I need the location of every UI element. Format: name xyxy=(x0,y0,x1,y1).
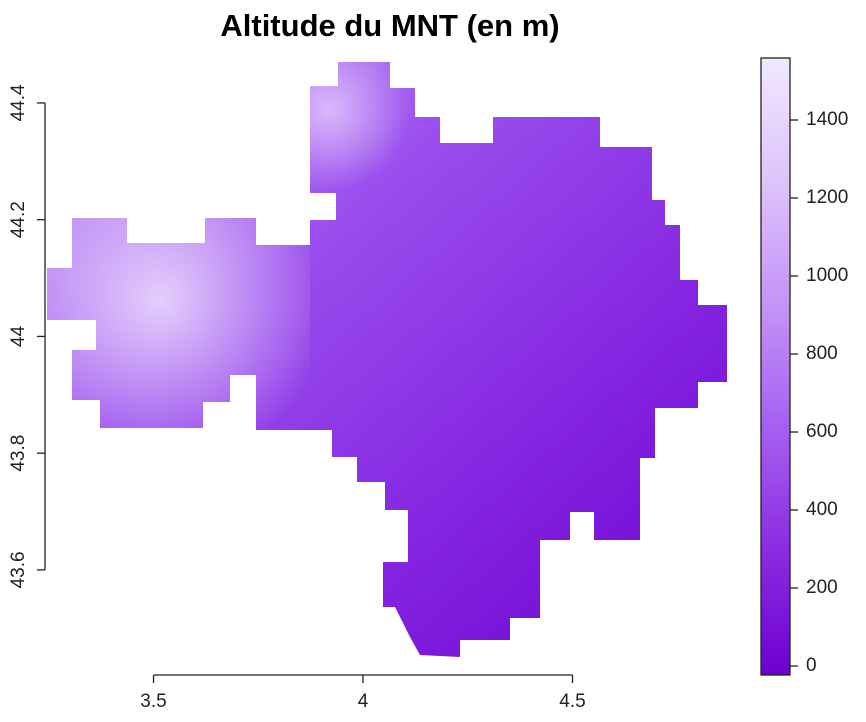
elevation-raster xyxy=(47,62,727,657)
y-tick-label: 44 xyxy=(8,325,29,347)
colorbar-tick-label: 800 xyxy=(806,343,838,364)
colorbar-tick-label: 200 xyxy=(806,577,838,598)
y-tick-label: 43.6 xyxy=(8,551,29,588)
map-area xyxy=(47,62,727,657)
colorbar-tick-label: 600 xyxy=(806,421,838,442)
colorbar xyxy=(760,57,791,676)
y-tick-label: 44.2 xyxy=(8,201,29,238)
colorbar-tick-label: 1000 xyxy=(806,265,848,286)
x-tick-label: 3.5 xyxy=(140,691,166,712)
colorbar-tick-label: 1200 xyxy=(806,187,848,208)
colorbar-tick-label: 1400 xyxy=(806,109,848,130)
colorbar-tick-label: 0 xyxy=(806,655,817,676)
y-tick-label: 44.4 xyxy=(8,84,29,121)
highland-shading xyxy=(47,218,310,430)
y-tick-label: 43.8 xyxy=(8,435,29,472)
highland-shading xyxy=(310,62,415,193)
x-tick-label: 4.5 xyxy=(559,691,585,712)
colorbar-tick-label: 400 xyxy=(806,499,838,520)
x-tick-label: 4 xyxy=(358,691,369,712)
chart-title: Altitude du MNT (en m) xyxy=(220,8,559,43)
